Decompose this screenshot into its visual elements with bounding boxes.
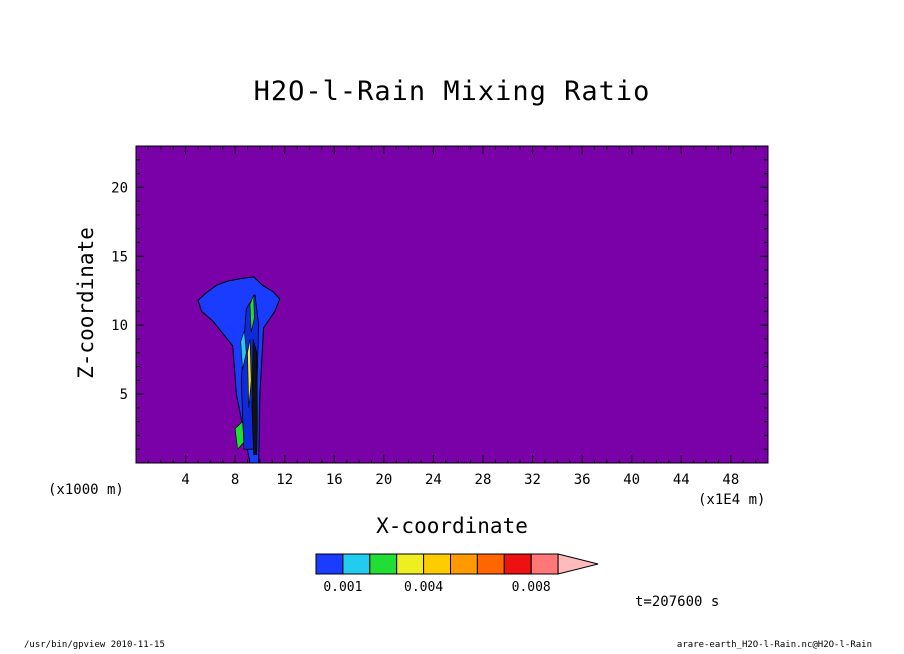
rain-contour-green xyxy=(249,294,255,333)
colorbar-label: 0.008 xyxy=(512,580,551,595)
x-axis-label: X-coordinate xyxy=(376,514,528,538)
x-tick-label: 16 xyxy=(326,472,343,488)
x-unit-left: (x1000 m) xyxy=(48,482,124,498)
y-tick-label: 15 xyxy=(111,249,128,265)
colorbar-label: 0.004 xyxy=(404,580,443,595)
x-tick-label: 32 xyxy=(524,472,541,488)
rain-contour-yellow xyxy=(247,338,252,408)
x-unit-right: (x1E4 m) xyxy=(698,492,766,508)
colorbar-extend-arrow xyxy=(557,553,599,575)
colorbar-cell xyxy=(530,553,559,575)
x-tick-label: 4 xyxy=(181,472,189,488)
x-tick-label: 12 xyxy=(276,472,293,488)
colorbar-cell xyxy=(342,553,371,575)
time-label: t=207600 s xyxy=(635,594,720,610)
x-tick-label: 20 xyxy=(375,472,392,488)
x-tick-label: 8 xyxy=(231,472,239,488)
rain-contour-core xyxy=(251,338,258,456)
x-tick-label: 28 xyxy=(475,472,492,488)
y-tick-label: 20 xyxy=(111,180,128,196)
rain-contour-base xyxy=(234,421,245,450)
x-tick-label: 48 xyxy=(722,472,739,488)
y-tick-label: 5 xyxy=(120,387,128,403)
y-tick-label: 10 xyxy=(111,318,128,334)
plot-frame xyxy=(135,145,769,464)
y-axis: 5 10 15 20 xyxy=(111,159,768,450)
footer-left: /usr/bin/gpview 2010-11-15 xyxy=(24,640,165,650)
colorbar-cell xyxy=(503,553,532,575)
colorbar-cell xyxy=(423,553,452,575)
x-tick-label: 40 xyxy=(623,472,640,488)
colorbar-cell xyxy=(450,553,478,575)
colorbar-cell xyxy=(369,553,398,575)
x-tick-label: 36 xyxy=(574,472,591,488)
colorbar-cell xyxy=(476,553,505,575)
x-axis: 4 8 12 16 20 24 28 32 36 40 44 48 xyxy=(147,146,757,488)
rain-contour-cyan xyxy=(240,330,247,370)
rain-contour-outer xyxy=(197,276,281,464)
chart-title: H2O-l-Rain Mixing Ratio xyxy=(253,76,651,107)
colorbar-cell xyxy=(396,553,425,575)
footer-right: arare-earth_H2O-l-Rain.nc@H2O-l-Rain xyxy=(676,640,872,650)
x-tick-label: 24 xyxy=(425,472,442,488)
rain-column xyxy=(197,276,281,464)
x-tick-label: 44 xyxy=(673,472,690,488)
colorbar: 0.001 0.004 0.008 xyxy=(315,553,599,595)
colorbar-label: 0.001 xyxy=(323,580,362,595)
colorbar-cell xyxy=(315,553,344,575)
